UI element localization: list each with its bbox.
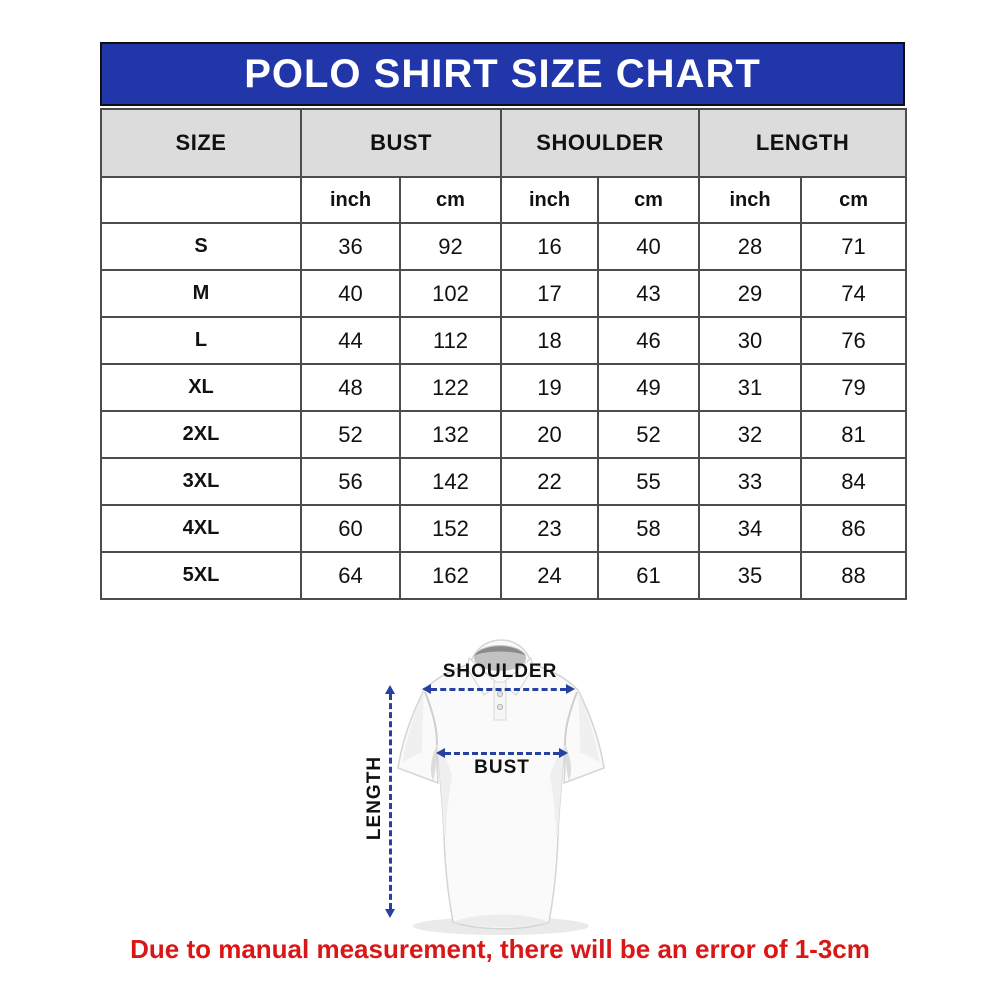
- value-cell: 56: [300, 457, 401, 506]
- value-cell: 33: [698, 457, 803, 506]
- unit-header-bust-cm: cm: [398, 176, 503, 224]
- size-chart-table: SIZE BUST SHOULDER LENGTH inch cm inch c…: [100, 108, 908, 600]
- value-cell: 60: [300, 504, 401, 553]
- value-cell: 22: [500, 457, 600, 506]
- size-cell: 5XL: [100, 551, 302, 600]
- unit-header-shoulder-cm: cm: [597, 176, 701, 224]
- value-cell: 19: [500, 363, 600, 412]
- value-cell: 40: [597, 222, 701, 271]
- value-cell: 48: [300, 363, 401, 412]
- value-cell: 52: [597, 410, 701, 459]
- table-row-m: M 40 102 17 43 29 74: [100, 269, 908, 318]
- column-header-shoulder: SHOULDER: [500, 108, 701, 178]
- size-cell: S: [100, 222, 302, 271]
- value-cell: 46: [597, 316, 701, 365]
- column-header-bust: BUST: [299, 108, 503, 178]
- value-cell: 162: [398, 551, 503, 600]
- shoulder-measure-arrow: [422, 683, 575, 695]
- value-cell: 74: [800, 269, 908, 318]
- value-cell: 16: [500, 222, 600, 271]
- value-cell: 23: [500, 504, 600, 553]
- value-cell: 122: [398, 363, 503, 412]
- value-cell: 28: [698, 222, 803, 271]
- unit-header-length-inch: inch: [698, 176, 803, 224]
- value-cell: 92: [398, 222, 503, 271]
- table-row-2xl: 2XL 52 132 20 52 32 81: [100, 410, 908, 459]
- arrow-down-icon: [385, 909, 395, 918]
- value-cell: 18: [500, 316, 600, 365]
- value-cell: 30: [698, 316, 803, 365]
- value-cell: 112: [398, 316, 503, 365]
- value-cell: 52: [300, 410, 401, 459]
- value-cell: 76: [800, 316, 908, 365]
- size-cell: L: [100, 316, 302, 365]
- value-cell: 24: [500, 551, 600, 600]
- column-header-length: LENGTH: [698, 108, 908, 178]
- group-header-row: SIZE BUST SHOULDER LENGTH: [100, 108, 908, 178]
- value-cell: 29: [698, 269, 803, 318]
- arrow-left-icon: [422, 684, 431, 694]
- table-row-s: S 36 92 16 40 28 71: [100, 222, 908, 271]
- shoulder-measure-label: SHOULDER: [442, 661, 558, 682]
- value-cell: 55: [597, 457, 701, 506]
- size-cell: M: [100, 269, 302, 318]
- value-cell: 49: [597, 363, 701, 412]
- value-cell: 86: [800, 504, 908, 553]
- value-cell: 102: [398, 269, 503, 318]
- value-cell: 58: [597, 504, 701, 553]
- table-row-xl: XL 48 122 19 49 31 79: [100, 363, 908, 412]
- value-cell: 35: [698, 551, 803, 600]
- value-cell: 132: [398, 410, 503, 459]
- value-cell: 31: [698, 363, 803, 412]
- value-cell: 32: [698, 410, 803, 459]
- value-cell: 79: [800, 363, 908, 412]
- arrow-up-icon: [385, 685, 395, 694]
- length-measure-arrow: [384, 685, 396, 918]
- value-cell: 20: [500, 410, 600, 459]
- dashed-line: [388, 694, 392, 909]
- measurement-disclaimer: Due to manual measurement, there will be…: [130, 934, 870, 964]
- bust-measure-arrow: [436, 747, 568, 759]
- arrow-right-icon: [559, 748, 568, 758]
- arrow-left-icon: [436, 748, 445, 758]
- size-cell: XL: [100, 363, 302, 412]
- value-cell: 44: [300, 316, 401, 365]
- value-cell: 34: [698, 504, 803, 553]
- table-row-3xl: 3XL 56 142 22 55 33 84: [100, 457, 908, 506]
- dashed-line: [445, 751, 559, 755]
- table-row-4xl: 4XL 60 152 23 58 34 86: [100, 504, 908, 553]
- polo-shirt-image: [397, 639, 605, 935]
- value-cell: 17: [500, 269, 600, 318]
- value-cell: 40: [300, 269, 401, 318]
- dashed-line: [431, 687, 566, 691]
- unit-header-length-cm: cm: [800, 176, 908, 224]
- title-banner: POLO SHIRT SIZE CHART: [100, 42, 905, 106]
- size-cell: 2XL: [100, 410, 302, 459]
- unit-blank-cell: [100, 176, 302, 224]
- value-cell: 88: [800, 551, 908, 600]
- table-row-l: L 44 112 18 46 30 76: [100, 316, 908, 365]
- column-header-size: SIZE: [100, 108, 302, 178]
- bust-measure-label: BUST: [474, 757, 530, 778]
- size-cell: 3XL: [100, 457, 302, 506]
- value-cell: 152: [398, 504, 503, 553]
- size-cell: 4XL: [100, 504, 302, 553]
- value-cell: 36: [300, 222, 401, 271]
- unit-header-shoulder-inch: inch: [500, 176, 600, 224]
- page-title: POLO SHIRT SIZE CHART: [244, 51, 761, 96]
- value-cell: 81: [800, 410, 908, 459]
- length-measure-label: LENGTH: [364, 755, 385, 841]
- table-row-5xl: 5XL 64 162 24 61 35 88: [100, 551, 908, 600]
- value-cell: 71: [800, 222, 908, 271]
- value-cell: 84: [800, 457, 908, 506]
- unit-header-row: inch cm inch cm inch cm: [100, 176, 908, 224]
- value-cell: 64: [300, 551, 401, 600]
- value-cell: 43: [597, 269, 701, 318]
- arrow-right-icon: [566, 684, 575, 694]
- unit-header-bust-inch: inch: [300, 176, 401, 224]
- value-cell: 61: [597, 551, 701, 600]
- value-cell: 142: [398, 457, 503, 506]
